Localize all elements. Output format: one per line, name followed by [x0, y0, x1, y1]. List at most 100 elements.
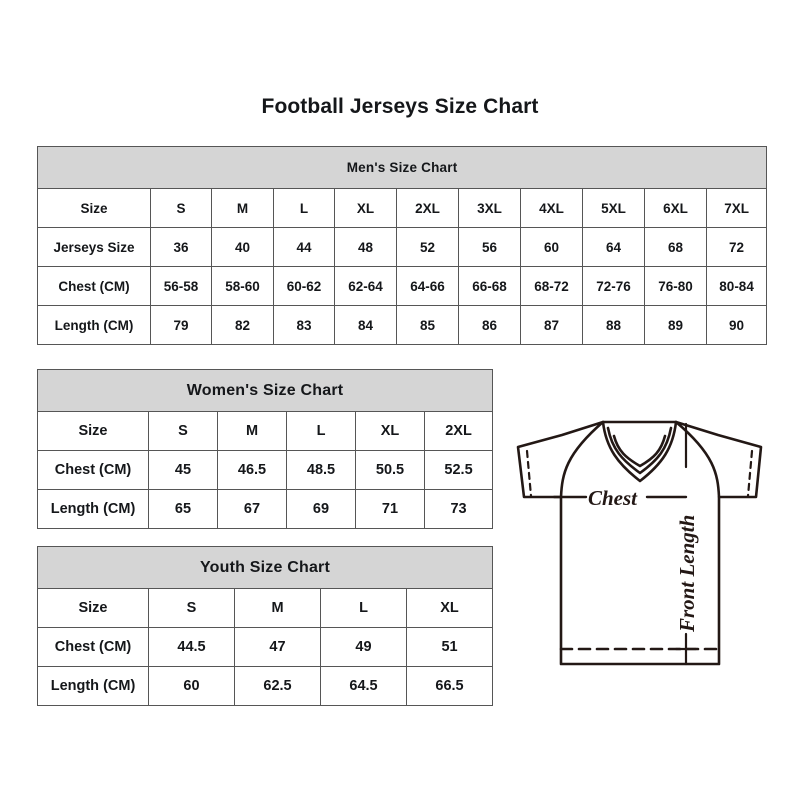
- table-row: Jerseys Size 36 40 44 48 52 56 60 64 68 …: [37, 227, 768, 267]
- cell: 66.5: [405, 666, 494, 706]
- cell: 80-84: [705, 266, 768, 306]
- cell: 69: [286, 489, 356, 529]
- cell: 72: [705, 227, 768, 267]
- row-label-chest: Chest (CM): [37, 450, 149, 490]
- column-header-s: S: [148, 411, 218, 451]
- cell: 84: [334, 305, 397, 345]
- table-caption-row: Women's Size Chart: [36, 369, 494, 412]
- column-header-size: Size: [37, 411, 149, 451]
- table-header-row: Size S M L XL 2XL 3XL 4XL 5XL 6XL 7XL: [37, 188, 768, 228]
- table-caption-row: Men's Size Chart: [36, 146, 768, 189]
- column-header-7xl: 7XL: [705, 188, 768, 228]
- jersey-right-cuff-dash: [746, 449, 754, 498]
- cell: 76-80: [644, 266, 707, 306]
- column-header-xl: XL: [355, 411, 425, 451]
- chest-label: Chest: [588, 486, 638, 510]
- column-header-xl: XL: [405, 588, 494, 628]
- cell: 73: [423, 489, 494, 529]
- cell: 47: [234, 627, 321, 667]
- cell: 82: [211, 305, 274, 345]
- table-row: Length (CM) 79 82 83 84 85 86 87 88 89 9…: [37, 305, 768, 345]
- cell: 87: [520, 305, 583, 345]
- table-caption-row: Youth Size Chart: [36, 546, 494, 589]
- jersey-outline: [516, 420, 605, 499]
- jersey-vneck-middle: [606, 426, 673, 475]
- cell: 62-64: [334, 266, 397, 306]
- table-row: Chest (CM) 56-58 58-60 60-62 62-64 64-66…: [37, 266, 768, 306]
- cell: 60-62: [273, 266, 335, 306]
- cell: 51: [405, 627, 494, 667]
- column-header-s: S: [148, 588, 235, 628]
- column-header-m: M: [211, 188, 274, 228]
- row-label-length: Length (CM): [37, 489, 149, 529]
- table-header-row: Size S M L XL 2XL: [37, 411, 494, 451]
- cell: 71: [355, 489, 425, 529]
- cell: 86: [458, 305, 521, 345]
- cell: 52: [396, 227, 459, 267]
- cell: 68: [644, 227, 707, 267]
- row-label-chest: Chest (CM): [37, 627, 149, 667]
- mens-table-caption: Men's Size Chart: [36, 146, 768, 189]
- column-header-xl: XL: [334, 188, 397, 228]
- column-header-m: M: [234, 588, 321, 628]
- page-title: Football Jerseys Size Chart: [261, 95, 539, 118]
- cell: 64.5: [320, 666, 407, 706]
- row-label-length: Length (CM): [37, 305, 151, 345]
- column-header-s: S: [150, 188, 212, 228]
- cell: 79: [150, 305, 212, 345]
- jersey-torso-outline: [559, 495, 721, 666]
- cell: 64: [582, 227, 645, 267]
- cell: 83: [273, 305, 335, 345]
- column-header-m: M: [217, 411, 287, 451]
- table-row: Length (CM) 60 62.5 64.5 66.5: [37, 666, 494, 706]
- cell: 44.5: [148, 627, 235, 667]
- jersey-vneck-inner: [612, 434, 667, 468]
- front-length-label: Front Length: [675, 515, 699, 633]
- jersey-left-cuff-dash: [525, 449, 533, 498]
- row-label-length: Length (CM): [37, 666, 149, 706]
- column-header-3xl: 3XL: [458, 188, 521, 228]
- table-row: Chest (CM) 44.5 47 49 51: [37, 627, 494, 667]
- column-header-size: Size: [37, 588, 149, 628]
- cell: 48: [334, 227, 397, 267]
- cell: 66-68: [458, 266, 521, 306]
- column-header-2xl: 2XL: [396, 188, 459, 228]
- cell: 60: [520, 227, 583, 267]
- column-header-4xl: 4XL: [520, 188, 583, 228]
- womens-size-chart-table: Women's Size Chart Size S M L XL 2XL Che…: [36, 369, 494, 529]
- cell: 50.5: [355, 450, 425, 490]
- mens-size-chart-table: Men's Size Chart Size S M L XL 2XL 3XL 4…: [36, 146, 768, 345]
- youth-size-chart-table: Youth Size Chart Size S M L XL Chest (CM…: [36, 546, 494, 706]
- cell: 56-58: [150, 266, 212, 306]
- cell: 40: [211, 227, 274, 267]
- jersey-vneck-outer: [601, 420, 678, 483]
- column-header-size: Size: [37, 188, 151, 228]
- cell: 36: [150, 227, 212, 267]
- cell: 44: [273, 227, 335, 267]
- youth-table-caption: Youth Size Chart: [36, 546, 494, 589]
- cell: 52.5: [423, 450, 494, 490]
- column-header-6xl: 6XL: [644, 188, 707, 228]
- cell: 64-66: [396, 266, 459, 306]
- jersey-measurement-diagram: Chest Front Length: [500, 402, 785, 692]
- row-label-jerseys-size: Jerseys Size: [37, 227, 151, 267]
- cell: 48.5: [286, 450, 356, 490]
- cell: 65: [148, 489, 218, 529]
- column-header-l: L: [320, 588, 407, 628]
- cell: 89: [644, 305, 707, 345]
- table-row: Chest (CM) 45 46.5 48.5 50.5 52.5: [37, 450, 494, 490]
- cell: 68-72: [520, 266, 583, 306]
- cell: 90: [705, 305, 768, 345]
- cell: 46.5: [217, 450, 287, 490]
- cell: 62.5: [234, 666, 321, 706]
- jersey-right-sleeve-outline: [674, 420, 763, 499]
- womens-table-caption: Women's Size Chart: [36, 369, 494, 412]
- cell: 60: [148, 666, 235, 706]
- table-header-row: Size S M L XL: [37, 588, 494, 628]
- cell: 45: [148, 450, 218, 490]
- cell: 58-60: [211, 266, 274, 306]
- column-header-5xl: 5XL: [582, 188, 645, 228]
- cell: 85: [396, 305, 459, 345]
- cell: 49: [320, 627, 407, 667]
- column-header-l: L: [273, 188, 335, 228]
